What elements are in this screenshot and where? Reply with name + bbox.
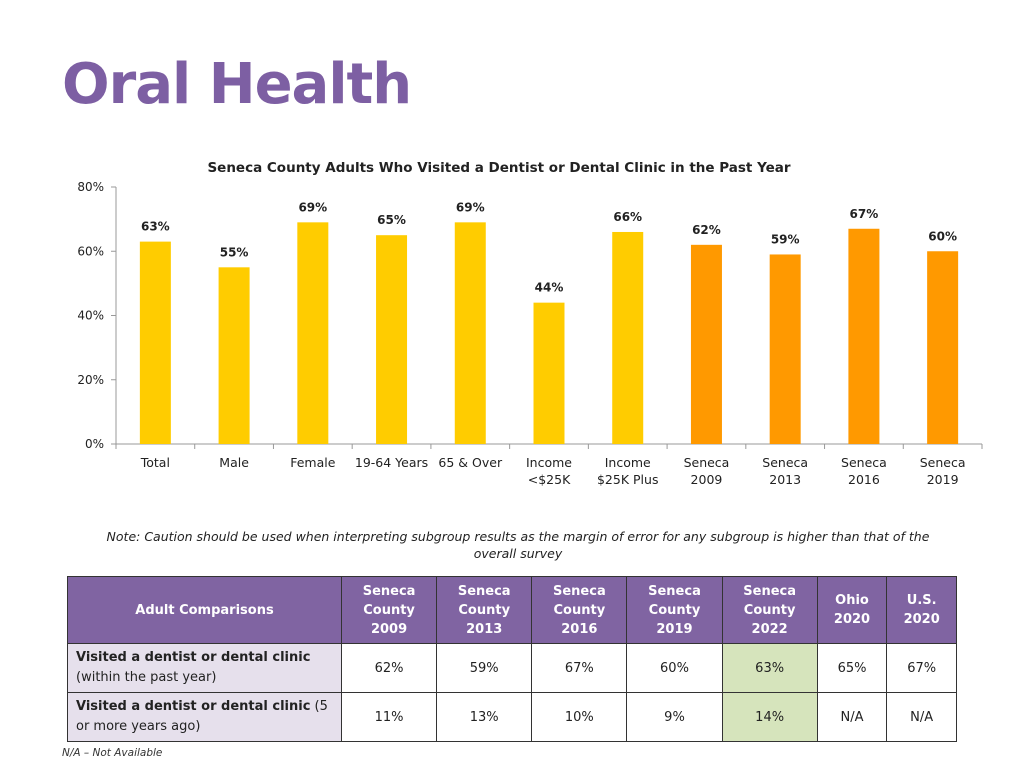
column-header-seneca-2022: Seneca County 2022 (721, 576, 818, 644)
data-label: 63% (141, 220, 170, 234)
table-row: Visited a dentist or dental clinic (5 or… (67, 692, 957, 742)
table-cell: N/A (816, 692, 888, 742)
x-tick-label: Seneca (762, 455, 808, 470)
data-label: 69% (298, 200, 327, 214)
table-cell-highlighted: 14% (721, 692, 818, 742)
x-tick-label: Male (219, 455, 249, 470)
column-header-seneca-2016: Seneca County 2016 (531, 576, 628, 644)
table-row: Visited a dentist or dental clinic (with… (67, 643, 957, 693)
x-tick-label: 2009 (691, 472, 723, 487)
footnote: N/A – Not Available (62, 747, 163, 759)
bar (927, 251, 959, 444)
page-title: Oral Health (62, 52, 412, 117)
chart-title: Seneca County Adults Who Visited a Denti… (207, 160, 790, 176)
bar-chart: Seneca County Adults Who Visited a Denti… (77, 160, 983, 487)
column-header-seneca-2013: Seneca County 2013 (436, 576, 533, 644)
row-label: Visited a dentist or dental clinic (with… (67, 643, 342, 693)
bar (218, 267, 250, 444)
y-tick-label: 20% (77, 373, 104, 387)
data-label: 65% (377, 213, 406, 227)
table-cell: 60% (626, 643, 723, 693)
x-tick-label: 19-64 Years (355, 455, 428, 470)
bar (769, 254, 801, 444)
data-label: 66% (613, 210, 642, 224)
x-tick-label: Seneca (920, 455, 966, 470)
row-label: Visited a dentist or dental clinic (5 or… (67, 692, 342, 742)
data-label: 59% (771, 232, 800, 246)
x-tick-label: Income (526, 455, 572, 470)
table-row-header: Adult Comparisons (67, 576, 342, 644)
table-cell: 59% (436, 643, 533, 693)
x-tick-label: Income (605, 455, 651, 470)
x-tick-label: Seneca (684, 455, 730, 470)
x-tick-label: Total (140, 455, 170, 470)
bar (848, 228, 880, 444)
table-cell: 62% (340, 643, 438, 693)
data-label: 55% (220, 245, 249, 259)
bar (612, 231, 644, 444)
x-tick-label: 2019 (927, 472, 959, 487)
table-cell: 67% (886, 643, 957, 693)
x-tick-label: Female (290, 455, 336, 470)
column-header-seneca-2009: Seneca County 2009 (340, 576, 438, 644)
bar (454, 222, 486, 444)
y-tick-label: 60% (77, 244, 104, 258)
table-cell: 10% (531, 692, 628, 742)
y-tick-label: 40% (77, 309, 104, 323)
data-label: 67% (850, 207, 879, 221)
bar (690, 244, 722, 444)
column-header-us-2020: U.S. 2020 (886, 576, 957, 644)
table-cell-highlighted: 63% (721, 643, 818, 693)
table-cell: 65% (816, 643, 888, 693)
table-cell: 11% (340, 692, 438, 742)
x-tick-label: $25K Plus (597, 472, 658, 487)
bar (376, 235, 408, 444)
y-tick-label: 0% (85, 437, 104, 451)
x-tick-label: <$25K (528, 472, 571, 487)
bar (297, 222, 329, 444)
column-header-seneca-2019: Seneca County 2019 (626, 576, 723, 644)
y-tick-label: 80% (77, 180, 104, 194)
chart-note: Note: Caution should be used when interp… (106, 529, 930, 561)
table-header-row: Adult Comparisons Seneca County 2009 Senec… (67, 576, 957, 644)
data-label: 62% (692, 223, 721, 237)
x-tick-label: 2013 (769, 472, 801, 487)
x-tick-label: 65 & Over (438, 455, 503, 470)
data-label: 60% (928, 229, 957, 243)
comparison-table: Adult Comparisons Seneca County 2009 Senec… (67, 576, 957, 742)
bar (533, 302, 565, 444)
bar (139, 241, 171, 444)
x-tick-label: Seneca (841, 455, 887, 470)
data-label: 44% (535, 281, 564, 295)
data-label: 69% (456, 200, 485, 214)
table-cell: 67% (531, 643, 628, 693)
table-cell: 13% (436, 692, 533, 742)
table-cell: N/A (886, 692, 957, 742)
column-header-ohio-2020: Ohio 2020 (816, 576, 888, 644)
x-tick-label: 2016 (848, 472, 880, 487)
table-cell: 9% (626, 692, 723, 742)
